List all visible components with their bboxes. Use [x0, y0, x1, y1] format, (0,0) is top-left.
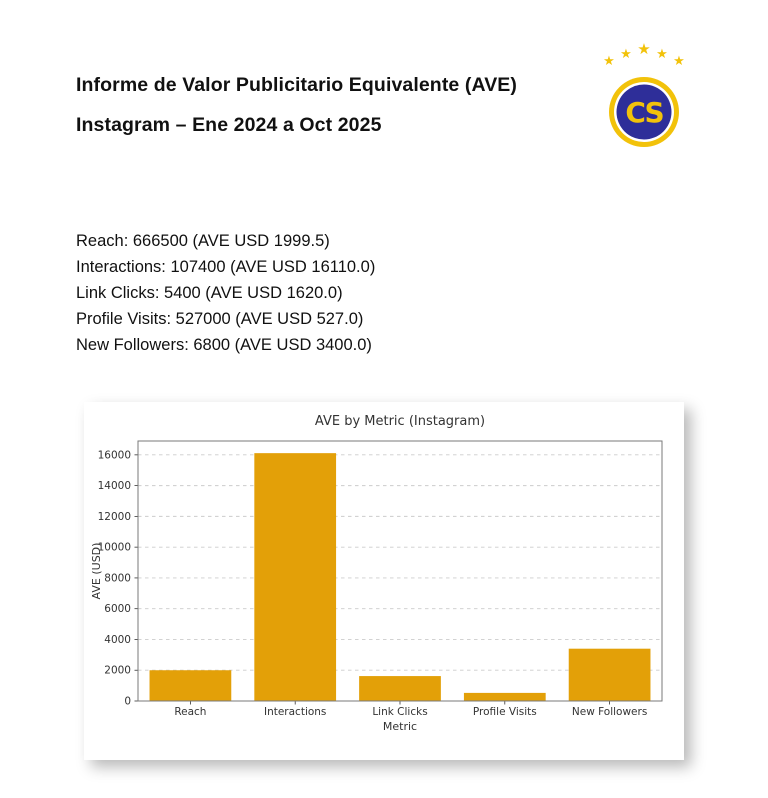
y-tick-label: 6000 [104, 603, 131, 615]
crest-letters: CS [625, 96, 663, 129]
y-tick-label: 4000 [104, 634, 131, 646]
y-tick-label: 0 [124, 696, 131, 708]
x-tick-label: Link Clicks [372, 706, 427, 718]
chart-bar-3 [463, 692, 546, 701]
metric-line-reach: Reach: 666500 (AVE USD 1999.5) [76, 232, 330, 250]
plot-border [137, 440, 663, 702]
metric-line-profile-visits: Profile Visits: 527000 (AVE USD 527.0) [76, 310, 364, 328]
y-tick-label: 8000 [104, 572, 131, 584]
x-axis-label: Metric [383, 720, 417, 733]
crest-inner-disc [616, 84, 672, 140]
star-icon: ★ [673, 54, 685, 69]
x-tick-label: Reach [174, 706, 206, 718]
club-logo: ★ ★ ★ ★ ★ CS [594, 38, 694, 154]
metrics-summary: Reach: 666500 (AVE USD 1999.5) Interacti… [76, 233, 375, 363]
y-tick-label: 14000 [98, 480, 131, 492]
star-icon: ★ [637, 40, 650, 58]
report-title-line1: Informe de Valor Publicitario Equivalent… [76, 74, 518, 96]
chart-bar-2 [359, 676, 441, 701]
chart-bar-0 [149, 670, 232, 701]
y-tick-label: 12000 [98, 511, 131, 523]
y-tick-label: 10000 [98, 542, 131, 554]
y-axis-label: AVE (USD) [90, 543, 103, 600]
report-header: Informe de Valor Publicitario Equivalent… [76, 74, 576, 154]
star-icon: ★ [620, 47, 632, 62]
metric-line-link-clicks: Link Clicks: 5400 (AVE USD 1620.0) [76, 284, 343, 302]
x-tick-label: Profile Visits [473, 706, 537, 718]
chart-title: AVE by Metric (Instagram) [315, 414, 485, 429]
x-tick-label: Interactions [264, 706, 326, 718]
x-tick-label: New Followers [572, 706, 647, 718]
star-icon: ★ [603, 54, 615, 69]
y-tick-label: 2000 [104, 665, 131, 677]
metric-line-new-followers: New Followers: 6800 (AVE USD 3400.0) [76, 336, 372, 354]
chart-bar-1 [254, 453, 337, 701]
metric-line-interactions: Interactions: 107400 (AVE USD 16110.0) [76, 258, 376, 276]
y-tick-label: 16000 [98, 449, 131, 461]
club-crest-graphic: ★ ★ ★ ★ ★ CS [603, 40, 685, 147]
ave-bar-chart: AVE by Metric (Instagram) 0 2000 4000 6000 80… [90, 414, 663, 733]
chart-bar-4 [568, 648, 651, 701]
star-icon: ★ [656, 47, 668, 62]
report-title-line2: Instagram – Ene 2024 a Oct 2025 [76, 114, 382, 136]
chart-card: AVE by Metric (Instagram) 0 2000 4000 6000 80… [84, 402, 684, 760]
